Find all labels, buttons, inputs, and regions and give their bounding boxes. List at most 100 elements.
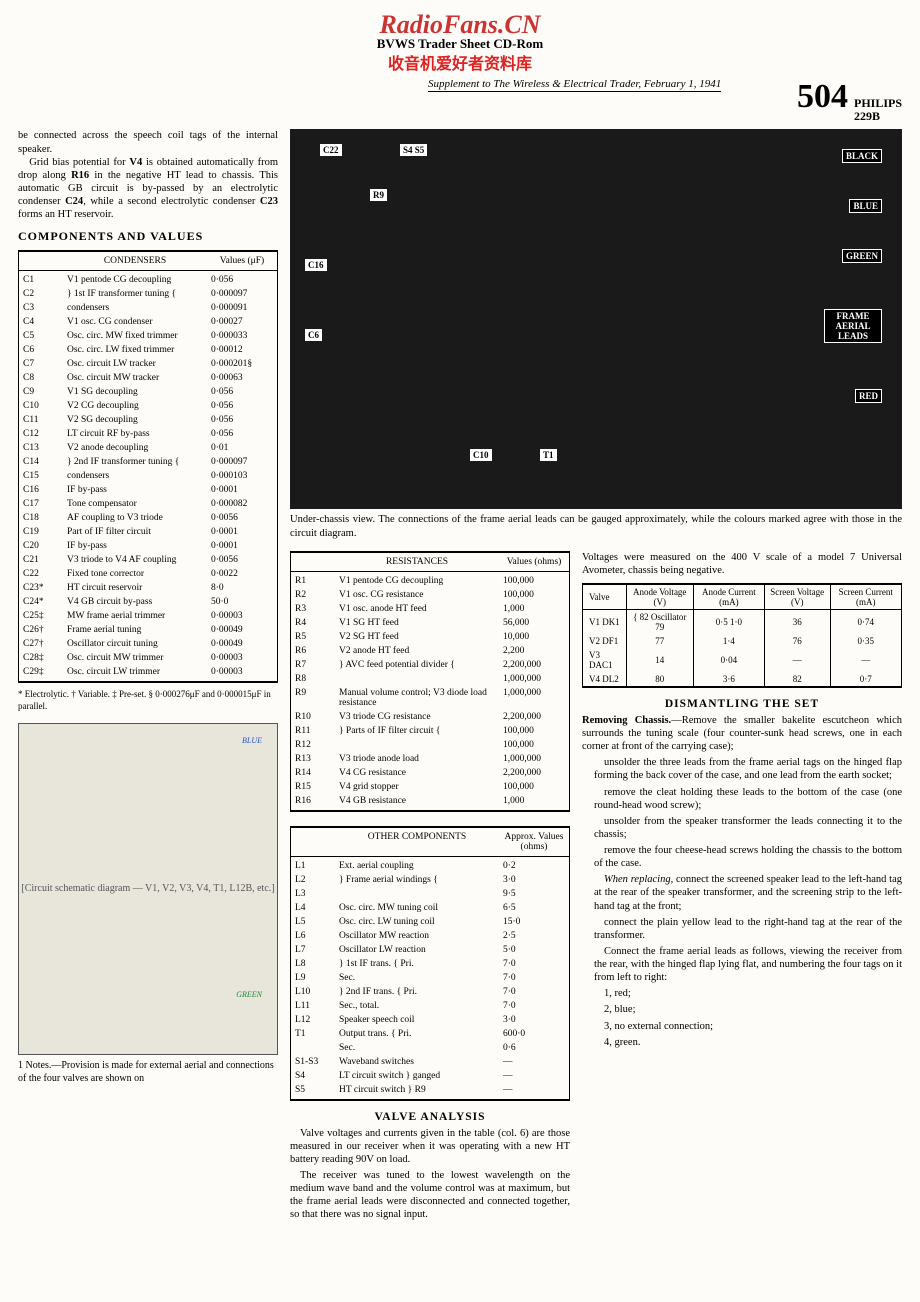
photo-label-blue: BLUE	[849, 199, 882, 213]
table-row: C18AF coupling to V3 triode0·0056	[19, 511, 278, 525]
condensers-valcol: Values (μF)	[207, 251, 278, 271]
supplement-text: Supplement to The Wireless & Electrical …	[428, 78, 721, 92]
condensers-title: CONDENSERS	[63, 251, 207, 271]
table-row: C8Osc. circuit MW tracker0·00063	[19, 371, 278, 385]
table-row: R14V4 CG resistance2,200,000	[291, 766, 570, 780]
photo-r9: R9	[370, 189, 387, 201]
table-row: C13V2 anode decoupling0·01	[19, 441, 278, 455]
table-row: L9 Sec.7·0	[291, 971, 570, 985]
intro-paragraph: be connected across the speech coil tags…	[18, 129, 278, 221]
condensers-table: CONDENSERS Values (μF) C1V1 pentode CG d…	[18, 250, 278, 683]
table-row: C1V1 pentode CG decoupling0·056	[19, 271, 278, 288]
resistances-table: RESISTANCES Values (ohms) R1V1 pentode C…	[290, 551, 570, 812]
dismantling-step: unsolder from the speaker transformer th…	[582, 815, 902, 841]
table-row: L2} Frame aerial windings {3·0	[291, 873, 570, 887]
resistances-title: RESISTANCES	[335, 552, 499, 572]
table-row: C6Osc. circ. LW fixed trimmer0·00012	[19, 343, 278, 357]
table-row: T1Output trans. { Pri.600·0	[291, 1027, 570, 1041]
table-row: S5HT circuit switch } R9—	[291, 1083, 570, 1100]
table-row: S1-S3Waveband switches—	[291, 1055, 570, 1069]
components-heading: COMPONENTS AND VALUES	[18, 229, 278, 244]
table-row: C29‡Osc. circuit LW trimmer0·00003	[19, 665, 278, 682]
table-row: C11V2 SG decoupling0·056	[19, 413, 278, 427]
table-row: L1Ext. aerial coupling0·2	[291, 856, 570, 873]
list-item: 4, green.	[582, 1036, 902, 1049]
va-p2: The receiver was tuned to the lowest wav…	[290, 1169, 570, 1222]
watermark-header: RadioFans.CN BVWS Trader Sheet CD-Rom 收音…	[18, 10, 902, 74]
table-row: R9Manual volume control; V3 diode load r…	[291, 686, 570, 710]
model-box: 504 PHILIPS 229B	[797, 78, 902, 123]
table-row: R15V4 grid stopper100,000	[291, 780, 570, 794]
table-row: R11} Parts of IF filter circuit {100,000	[291, 724, 570, 738]
table-row: V1 DK1{ 82 Oscillator 790·5 1·0360·74	[583, 609, 902, 634]
table-row: L39·5	[291, 887, 570, 901]
list-item: 1, red;	[582, 987, 902, 1000]
repl-2: connect the plain yellow lead to the rig…	[582, 916, 902, 942]
table-row: V2 DF1771·4760·35	[583, 634, 902, 648]
table-row: C9V1 SG decoupling0·056	[19, 385, 278, 399]
dismantling-text: Removing Chassis.—Remove the smaller bak…	[582, 714, 902, 1049]
table-row: C16IF by-pass0·0001	[19, 483, 278, 497]
photo-c10: C10	[470, 449, 492, 461]
table-row: C26†Frame aerial tuning0·00049	[19, 623, 278, 637]
photo-c16: C16	[305, 259, 327, 271]
photo-c22: C22	[320, 144, 342, 156]
valve-table: ValveAnode Voltage (V)Anode Current (mA)…	[582, 583, 902, 688]
table-row: L6Oscillator MW reaction2·5	[291, 929, 570, 943]
schematic-placeholder: [Circuit schematic diagram — V1, V2, V3,…	[21, 883, 274, 894]
table-row: C19Part of IF filter circuit0·0001	[19, 525, 278, 539]
photo-label-frame: FRAME AERIAL LEADS	[824, 309, 882, 343]
schematic-footnote: 1 Notes.—Provision is made for external …	[18, 1059, 278, 1085]
schematic-diagram: [Circuit schematic diagram — V1, V2, V3,…	[18, 723, 278, 1055]
va-p1: Valve voltages and currents given in the…	[290, 1127, 570, 1166]
table-row: C4V1 osc. CG condenser0·00027	[19, 315, 278, 329]
table-row: R16V4 GB resistance1,000	[291, 794, 570, 811]
resistances-valcol: Values (ohms)	[499, 552, 570, 572]
table-row: C3 condensers0·000091	[19, 301, 278, 315]
other-table: OTHER COMPONENTS Approx. Values (ohms) L…	[290, 826, 570, 1101]
photo-caption: Under-chassis view. The connections of t…	[290, 513, 902, 540]
table-row: R4V1 SG HT feed56,000	[291, 616, 570, 630]
watermark-line3: 收音机爱好者资料库	[18, 50, 902, 74]
table-row: R7} AVC feed potential divider {2,200,00…	[291, 658, 570, 672]
table-row: L8} 1st IF trans. { Pri.7·0	[291, 957, 570, 971]
table-row: L11 Sec., total.7·0	[291, 999, 570, 1013]
table-row: C17Tone compensator0·000082	[19, 497, 278, 511]
table-row: L12Speaker speech coil3·0	[291, 1013, 570, 1027]
table-row: C14} 2nd IF transformer tuning {0·000097	[19, 455, 278, 469]
table-row: L10} 2nd IF trans. { Pri.7·0	[291, 985, 570, 999]
table-row: L5Osc. circ. LW tuning coil15·0	[291, 915, 570, 929]
brand-model: 229B	[854, 109, 880, 123]
other-valcol: Approx. Values (ohms)	[499, 827, 570, 857]
table-row: R6V2 anode HT feed2,200	[291, 644, 570, 658]
photo-label-green: GREEN	[842, 249, 882, 263]
table-row: C24*V4 GB circuit by-pass50·0	[19, 595, 278, 609]
table-row: C5Osc. circ. MW fixed trimmer0·000033	[19, 329, 278, 343]
photo-label-black: BLACK	[842, 149, 882, 163]
table-row: R2V1 osc. CG resistance100,000	[291, 588, 570, 602]
table-row: R1V1 pentode CG decoupling100,000	[291, 571, 570, 588]
table-row: L7Oscillator LW reaction5·0	[291, 943, 570, 957]
table-row: R10V3 triode CG resistance2,200,000	[291, 710, 570, 724]
table-row: R81,000,000	[291, 672, 570, 686]
table-row: V4 DL2803·6820·7	[583, 672, 902, 687]
photo-t1: T1	[540, 449, 557, 461]
voltage-note: Voltages were measured on the 400 V scal…	[582, 551, 902, 577]
table-row: L4Osc. circ. MW tuning coil6·5	[291, 901, 570, 915]
table-row: Sec.0·6	[291, 1041, 570, 1055]
table-row: C10V2 CG decoupling0·056	[19, 399, 278, 413]
list-item: 2, blue;	[582, 1003, 902, 1016]
table-row: C21V3 triode to V4 AF coupling0·0056	[19, 553, 278, 567]
photo-label-red: RED	[855, 389, 882, 403]
schematic-blue: BLUE	[242, 736, 262, 745]
table-row: R13V3 triode anode load1,000,000	[291, 752, 570, 766]
dismantling-step: remove the four cheese-head screws holdi…	[582, 844, 902, 870]
table-row: C28‡Osc. circuit MW trimmer0·00003	[19, 651, 278, 665]
table-row: C23*HT circuit reservoir8·0	[19, 581, 278, 595]
list-item: 3, no external connection;	[582, 1020, 902, 1033]
table-row: V3 DAC1140·04——	[583, 648, 902, 672]
table-row: R3V1 osc. anode HT feed1,000	[291, 602, 570, 616]
repl-3: Connect the frame aerial leads as follow…	[582, 945, 902, 984]
table-row: R5V2 SG HT feed10,000	[291, 630, 570, 644]
condensers-footnote: * Electrolytic. † Variable. ‡ Pre-set. §…	[18, 689, 278, 712]
